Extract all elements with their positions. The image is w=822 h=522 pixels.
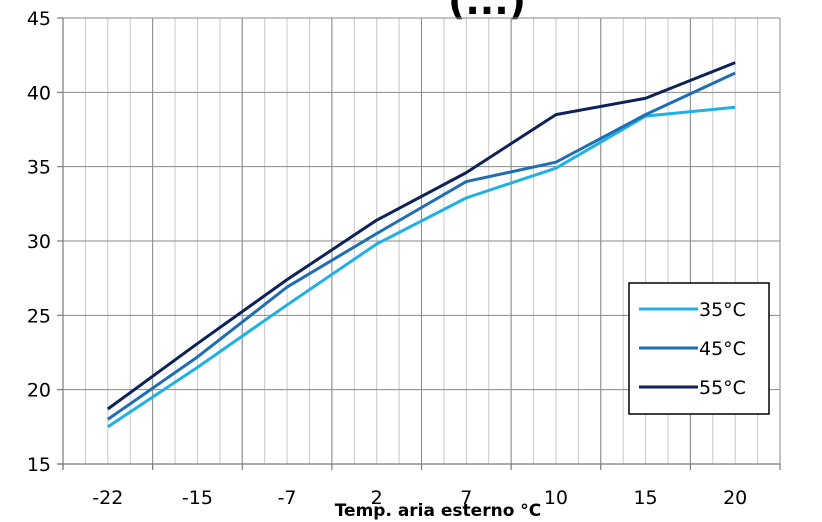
x-tick-label: 15 — [633, 487, 657, 509]
x-tick-label: 2 — [371, 487, 383, 509]
y-tick-label: 15 — [27, 454, 51, 476]
y-tick-label: 30 — [27, 231, 51, 253]
series-line — [106, 71, 736, 421]
y-tick-label: 25 — [27, 305, 51, 327]
chart-title-fragment: (...) — [448, 0, 526, 23]
series-lines — [106, 61, 736, 429]
x-tick-label: -15 — [182, 487, 213, 509]
legend: 35°C 45°C 55°C — [628, 282, 770, 415]
y-tick-label: 20 — [27, 380, 51, 402]
x-tick-label: 7 — [460, 487, 472, 509]
x-axis-ticks: -22 -15 -7 2 7 10 15 20 — [92, 487, 747, 509]
series-line — [106, 61, 736, 411]
y-tick-label: 40 — [27, 82, 51, 104]
x-tick-label: 20 — [723, 487, 747, 509]
legend-label: 55°C — [699, 377, 746, 399]
x-tick-label: -7 — [278, 487, 297, 509]
x-axis-label: Temp. aria esterno °C — [335, 501, 542, 521]
y-axis-ticks: 15 20 25 30 35 40 45 — [27, 8, 63, 476]
series-line — [106, 105, 736, 429]
x-tick-label: 10 — [544, 487, 568, 509]
chart-title-area: (...) — [448, 0, 526, 23]
legend-label: 35°C — [699, 299, 746, 321]
y-tick-label: 45 — [27, 8, 51, 30]
legend-label: 45°C — [699, 338, 746, 360]
y-tick-label: 35 — [27, 157, 51, 179]
x-tick-label: -22 — [92, 487, 123, 509]
axes — [57, 18, 781, 470]
